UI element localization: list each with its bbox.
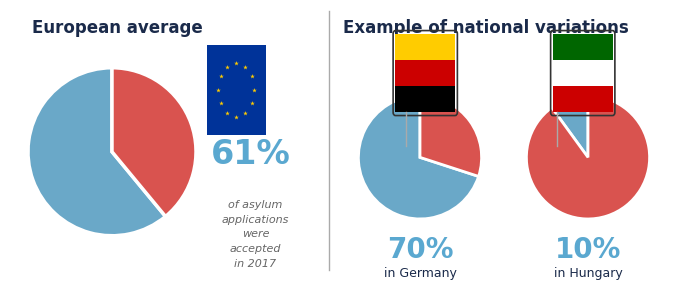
Wedge shape <box>526 96 650 219</box>
FancyBboxPatch shape <box>203 40 270 140</box>
Text: in Germany: in Germany <box>384 267 456 280</box>
Text: 10%: 10% <box>555 236 621 264</box>
Text: of asylum
applications
were
accepted
in 2017: of asylum applications were accepted in … <box>222 200 289 269</box>
Text: 70%: 70% <box>386 236 454 264</box>
Wedge shape <box>420 96 482 176</box>
Bar <box>395 86 455 112</box>
Text: in Hungary: in Hungary <box>554 267 622 280</box>
Wedge shape <box>28 68 165 236</box>
Bar <box>553 34 612 60</box>
Wedge shape <box>112 68 196 216</box>
Bar <box>553 86 612 112</box>
Text: 61%: 61% <box>211 138 290 171</box>
Bar <box>395 34 455 60</box>
Text: Example of national variations: Example of national variations <box>343 19 629 37</box>
Wedge shape <box>358 96 479 219</box>
Text: European average: European average <box>32 19 202 37</box>
Wedge shape <box>552 96 588 157</box>
Bar <box>553 60 612 86</box>
Bar <box>395 60 455 86</box>
